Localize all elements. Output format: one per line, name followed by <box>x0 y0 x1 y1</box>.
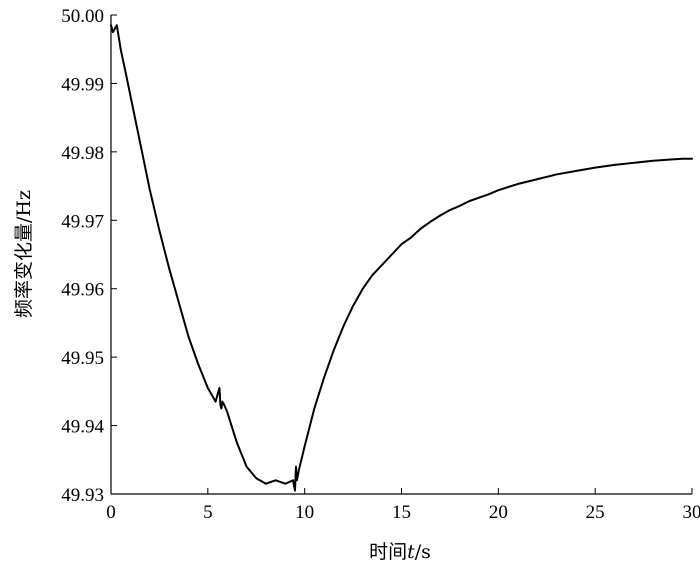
axes: 0 5 10 15 20 25 30 49.93 49.94 49.95 49.96 49.97 49.… <box>61 6 700 523</box>
x-tick-label: 10 <box>295 502 314 523</box>
x-tick-label: 25 <box>586 502 605 523</box>
x-axis-title-main: 时间 <box>369 541 407 563</box>
plot-area <box>110 24 693 492</box>
x-tick-label: 5 <box>203 502 213 523</box>
series-line-0 <box>110 24 693 492</box>
y-axis-title-text: 频率变化量/Hz <box>13 190 35 318</box>
y-axis-title: 频率变化量/Hz <box>13 190 35 318</box>
x-axis-title-unit: /s <box>415 541 431 563</box>
x-tick-label: 20 <box>489 502 508 523</box>
y-tick-label: 49.96 <box>61 280 104 301</box>
x-axis-title: 时间t/s <box>369 541 431 563</box>
y-tick-label: 49.97 <box>61 211 104 232</box>
y-tick-label: 49.98 <box>61 143 104 164</box>
x-axis-title-text: 时间t/s <box>369 541 431 563</box>
x-tick-label: 0 <box>106 502 116 523</box>
y-tick-label: 49.95 <box>61 348 104 369</box>
x-axis-title-variable: t <box>407 541 415 563</box>
y-tick-label: 49.99 <box>61 74 104 95</box>
y-tick-label: 49.94 <box>61 417 104 438</box>
y-tick-label: 49.93 <box>61 485 104 506</box>
y-tick-label: 50.00 <box>61 6 104 27</box>
x-tick-label: 15 <box>392 502 411 523</box>
x-tick-label: 30 <box>683 502 700 523</box>
